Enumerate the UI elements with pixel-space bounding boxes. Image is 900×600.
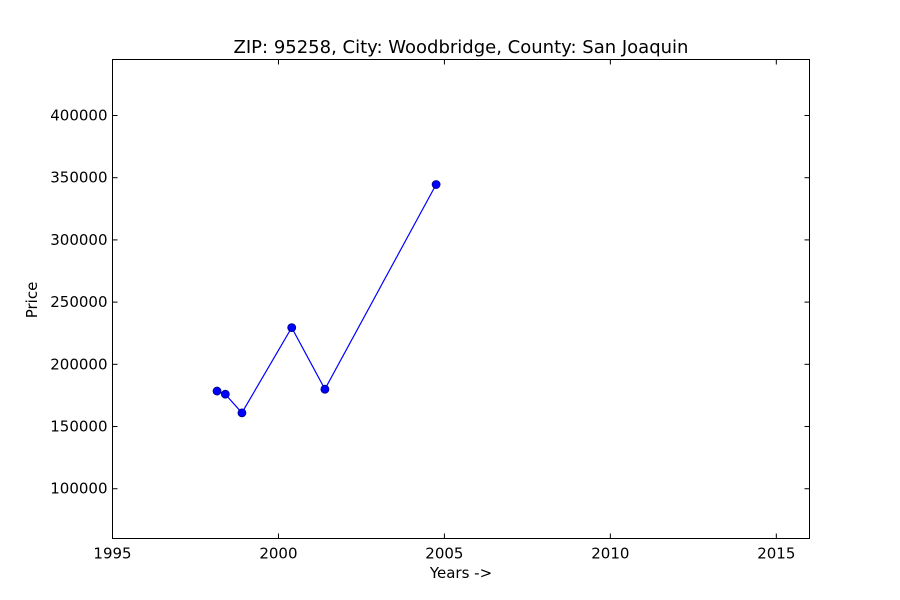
- y-tick-label: 350000: [50, 169, 107, 187]
- x-axis-label: Years ->: [429, 564, 492, 582]
- x-tick-label: 2015: [757, 545, 795, 563]
- data-point: [320, 384, 330, 394]
- y-axis-label: Price: [23, 282, 41, 319]
- data-point: [212, 386, 222, 396]
- x-tick-label: 2010: [591, 545, 629, 563]
- y-tick-label: 150000: [50, 418, 107, 436]
- y-tick-label: 300000: [50, 231, 107, 249]
- series-line: [216, 184, 437, 414]
- data-point: [431, 180, 441, 189]
- data-point: [237, 408, 247, 418]
- x-tick-label: 2005: [425, 545, 463, 563]
- x-tick-label: 2000: [259, 545, 297, 563]
- chart-title: ZIP: 95258, City: Woodbridge, County: Sa…: [234, 37, 689, 58]
- plot-area: [212, 180, 441, 418]
- ticks-layer: 1995 2000 2005 2010 2015 100000 150000 200000 25…: [50, 59, 810, 563]
- y-tick-label: 250000: [50, 293, 107, 311]
- y-tick-label: 400000: [50, 106, 107, 124]
- plot-frame: [112, 59, 810, 539]
- data-point: [220, 389, 230, 399]
- y-tick-label: 200000: [50, 355, 107, 373]
- y-tick-label: 100000: [50, 480, 107, 498]
- data-point: [287, 323, 297, 333]
- x-tick-label: 1995: [93, 545, 131, 563]
